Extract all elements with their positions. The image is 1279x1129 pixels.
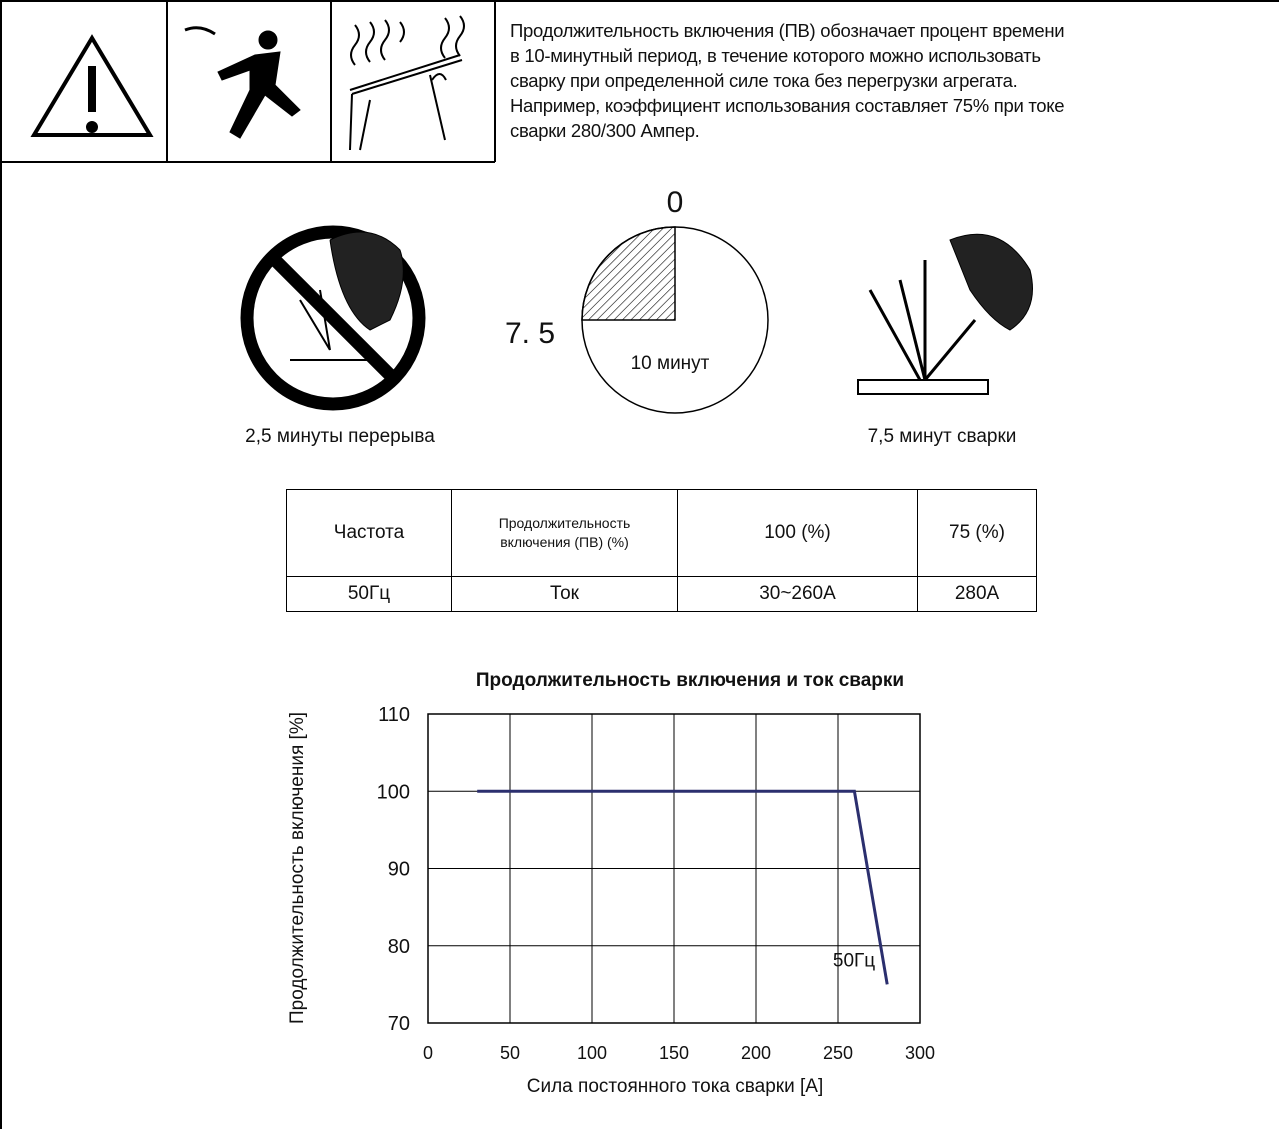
- y-tick-label: 80: [388, 936, 410, 958]
- table-cell: Продолжительность включения (ПВ) (%): [451, 489, 678, 577]
- data-line: [477, 789, 889, 985]
- header-line: в 10-минутный период, в течение которого…: [510, 45, 1041, 66]
- x-axis-label: Сила постоянного тока сварки [A]: [527, 1076, 823, 1097]
- pie-diagram: [581, 226, 769, 414]
- plot-frame: [427, 713, 921, 1024]
- header-line: Продолжительность включения (ПВ) обознач…: [510, 20, 1065, 41]
- shock-icon: [184, 26, 301, 139]
- table-cell: Частота: [286, 489, 452, 577]
- y-axis-label: Продолжительность включения [%]: [287, 712, 308, 1024]
- warning-icon: [30, 34, 154, 137]
- hot-surface-icon: [349, 15, 465, 151]
- table-cell: 100 (%): [677, 489, 918, 577]
- x-tick-label: 150: [659, 1043, 689, 1063]
- pie-slice: [581, 226, 676, 321]
- table-cell: 280A: [917, 576, 1037, 612]
- table-cell: 50Гц: [286, 576, 452, 612]
- header-text: Продолжительность включения (ПВ) обознач…: [510, 18, 1065, 143]
- pie-top-label: 0: [667, 186, 684, 219]
- x-tick-label: 100: [577, 1043, 607, 1063]
- weld-icon: [857, 233, 1033, 395]
- weld-caption: 7,5 минут сварки: [868, 426, 1017, 447]
- x-tick-label: 200: [741, 1043, 771, 1063]
- header-line: сварку при определенной силе тока без пе…: [510, 70, 1018, 91]
- chart-title: Продолжительность включения и ток сварки: [476, 670, 904, 691]
- header-line: Например, коэффициент использования сост…: [510, 95, 1065, 116]
- y-tick-label: 100: [377, 781, 410, 803]
- x-tick-label: 300: [905, 1043, 935, 1063]
- x-tick-label: 0: [423, 1043, 433, 1063]
- y-tick-label: 70: [388, 1013, 410, 1035]
- table-cell: 75 (%): [917, 489, 1037, 577]
- table-cell: 30~260A: [677, 576, 918, 612]
- series-label: 50Гц: [833, 950, 875, 971]
- duty-table: Частота Продолжительность включения (ПВ)…: [286, 489, 1037, 612]
- pie-left-label: 7. 5: [505, 317, 555, 350]
- rest-icon: [240, 225, 426, 411]
- y-tick-label: 90: [388, 859, 410, 881]
- x-tick-label: 250: [823, 1043, 853, 1063]
- y-tick-label: 110: [378, 704, 410, 726]
- header-line: сварки 280/300 Ампер.: [510, 120, 700, 141]
- pie-label: 10 минут: [631, 353, 710, 374]
- table-cell: Ток: [451, 576, 678, 612]
- rest-caption: 2,5 минуты перерыва: [245, 426, 435, 447]
- x-tick-label: 50: [500, 1043, 520, 1063]
